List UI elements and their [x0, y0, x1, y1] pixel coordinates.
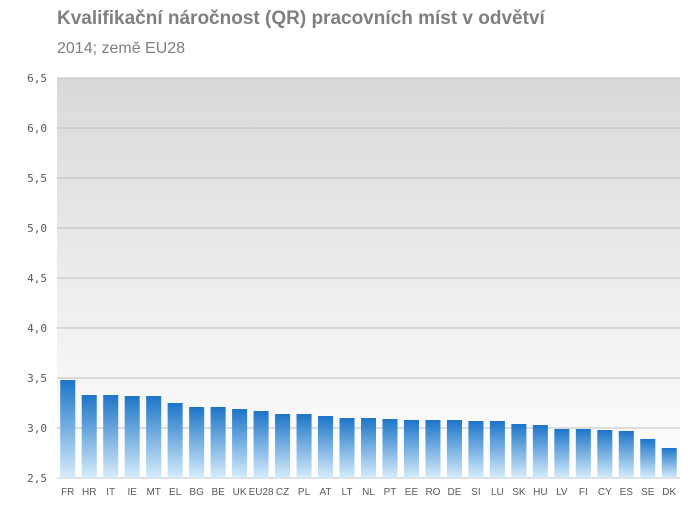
x-tick-label-sk: SK: [512, 487, 526, 498]
x-tick-label-pt: PT: [384, 487, 397, 498]
bar-dk: [661, 448, 677, 478]
bar-it: [103, 395, 119, 478]
x-tick-label-nl: NL: [362, 487, 375, 498]
bar-hr: [81, 395, 97, 478]
bar-lt: [339, 418, 355, 478]
x-tick-label-at: AT: [320, 487, 332, 498]
x-tick-label-eu28: EU28: [249, 487, 274, 498]
x-tick-label-it: IT: [106, 487, 115, 498]
bar-pt: [382, 419, 398, 478]
x-tick-label-bg: BG: [189, 487, 204, 498]
x-tick-label-de: DE: [447, 487, 461, 498]
x-tick-label-be: BE: [211, 487, 225, 498]
y-tick-label: 6,0: [27, 122, 47, 135]
bar-at: [318, 416, 334, 478]
x-tick-label-ee: EE: [405, 487, 419, 498]
y-tick-label: 6,5: [27, 72, 47, 85]
bar-se: [640, 439, 656, 478]
bar-sk: [511, 424, 527, 478]
x-tick-label-ie: IE: [127, 487, 137, 498]
y-tick-label: 4,5: [27, 272, 47, 285]
x-tick-label-fr: FR: [61, 487, 74, 498]
bar-eu28: [253, 411, 269, 478]
bar-de: [446, 420, 462, 478]
y-tick-label: 3,0: [27, 422, 47, 435]
bar-uk: [232, 409, 248, 478]
x-tick-label-dk: DK: [662, 487, 676, 498]
bar-cy: [597, 430, 613, 478]
x-tick-label-se: SE: [641, 487, 655, 498]
x-tick-label-lv: LV: [556, 487, 568, 498]
x-tick-label-lt: LT: [342, 487, 353, 498]
x-tick-label-fi: FI: [579, 487, 588, 498]
bar-fr: [60, 380, 76, 478]
x-tick-label-uk: UK: [233, 487, 247, 498]
x-tick-label-es: ES: [620, 487, 634, 498]
bar-lu: [489, 421, 505, 478]
bar-si: [468, 421, 484, 478]
x-tick-label-pl: PL: [298, 487, 311, 498]
x-tick-label-hu: HU: [533, 487, 547, 498]
x-tick-label-el: EL: [169, 487, 182, 498]
bar-be: [210, 407, 226, 478]
bar-nl: [360, 418, 377, 478]
x-tick-label-hr: HR: [82, 487, 96, 498]
bar-pl: [296, 414, 312, 478]
y-tick-label: 3,5: [27, 372, 47, 385]
bar-ie: [124, 396, 140, 478]
x-tick-label-lu: LU: [491, 487, 504, 498]
bar-cz: [275, 414, 291, 478]
bar-mt: [146, 396, 162, 478]
y-tick-label: 5,5: [27, 172, 47, 185]
x-tick-label-cy: CY: [598, 487, 612, 498]
bar-hu: [532, 425, 548, 478]
y-tick-label: 2,5: [27, 472, 47, 485]
x-tick-label-cz: CZ: [276, 487, 289, 498]
bar-es: [618, 431, 634, 478]
x-tick-label-si: SI: [471, 487, 480, 498]
bar-bg: [189, 407, 205, 478]
bar-ee: [403, 420, 419, 478]
chart-title: Kvalifikační náročnost (QR) pracovních m…: [57, 8, 545, 29]
y-tick-label: 4,0: [27, 322, 47, 335]
bar-ro: [425, 420, 441, 478]
bar-lv: [554, 429, 570, 478]
x-tick-label-mt: MT: [146, 487, 160, 498]
bar-el: [167, 403, 183, 478]
chart-subtitle: 2014; země EU28: [57, 40, 186, 57]
bar-fi: [575, 429, 591, 478]
x-tick-label-ro: RO: [425, 487, 440, 498]
y-tick-label: 5,0: [27, 222, 47, 235]
